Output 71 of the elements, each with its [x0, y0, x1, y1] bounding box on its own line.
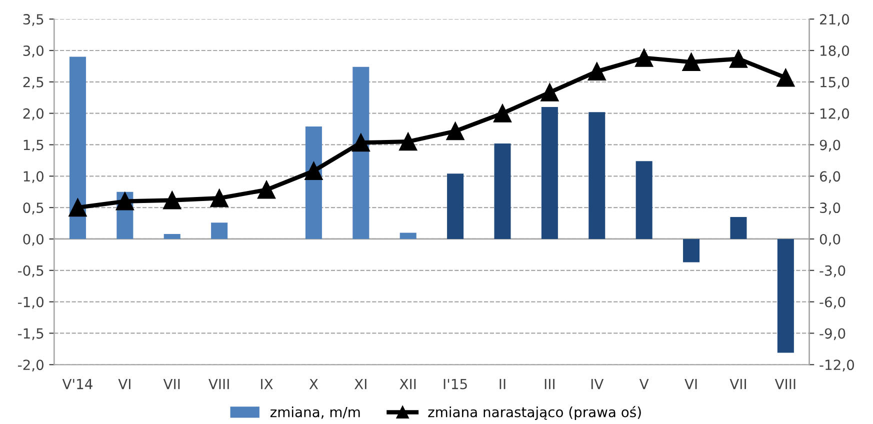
- y2-tick-label: 6,0: [820, 171, 840, 184]
- bar: [352, 66, 370, 239]
- point: [257, 180, 276, 199]
- bar: [777, 238, 794, 353]
- point: [352, 134, 370, 152]
- legend-label: zmiana, m/m: [270, 406, 360, 419]
- x-tick-label: XII: [400, 378, 416, 390]
- x-tick-label: VII: [730, 378, 746, 390]
- point: [446, 122, 464, 140]
- y-tick-label: -1,5: [18, 328, 44, 340]
- bar: [541, 107, 558, 239]
- x-tick-label: IV: [591, 378, 604, 390]
- bar: [683, 238, 700, 262]
- x-tick-label: V: [639, 378, 649, 390]
- point: [493, 104, 512, 122]
- x-tick-label: III: [544, 378, 554, 390]
- y-tick-label: -2,0: [18, 360, 44, 372]
- bar: [494, 143, 511, 239]
- x-tick-label: II: [500, 378, 506, 390]
- point: [399, 132, 418, 151]
- legend-label: zmiana narastająco (prawa oś): [428, 406, 641, 420]
- y-tick-label: -0,5: [18, 265, 44, 278]
- point: [540, 83, 559, 102]
- y-tick-label: 0,0: [23, 234, 44, 246]
- x-tick-label: VIII: [208, 378, 229, 390]
- y2-tick-label: 18,0: [820, 45, 849, 58]
- y2-tick-label: -9,0: [820, 328, 846, 340]
- point: [635, 48, 654, 67]
- y-tick-label: 3,0: [23, 45, 44, 58]
- y-tick-label: 3,5: [23, 14, 44, 26]
- x-tick-label: VIII: [774, 378, 796, 390]
- x-tick-label: I'15: [444, 378, 467, 390]
- y-tick-label: 1,0: [24, 171, 44, 184]
- y2-tick-label: -12,0: [820, 360, 854, 372]
- bar: [400, 232, 416, 239]
- bar: [447, 174, 464, 239]
- point: [588, 62, 606, 80]
- y2-tick-label: 0,0: [820, 234, 840, 246]
- y2-tick-label: 15,0: [820, 76, 849, 89]
- y-tick-label: 2,0: [23, 108, 44, 120]
- x-tick-label: IX: [261, 378, 273, 390]
- y-tick-label: 0,5: [23, 202, 44, 214]
- bar: [164, 234, 180, 239]
- bar: [69, 56, 86, 239]
- y-tick-label: 1,5: [24, 140, 44, 152]
- y2-tick-label: 9,0: [820, 140, 840, 152]
- point: [682, 52, 700, 72]
- x-tick-label: VII: [163, 378, 180, 390]
- point: [116, 192, 134, 210]
- x-tick-label: XI: [354, 378, 366, 390]
- bar: [211, 222, 228, 239]
- point: [163, 191, 182, 210]
- y2-tick-label: -6,0: [820, 296, 846, 309]
- y-tick-label: -1,0: [18, 296, 44, 309]
- point: [68, 198, 87, 217]
- x-tick-label: VI: [118, 378, 130, 390]
- y2-tick-label: 21,0: [820, 14, 849, 26]
- point: [776, 68, 795, 87]
- y2-tick-label: -3,0: [820, 265, 846, 278]
- y2-tick-label: 12,0: [820, 108, 849, 120]
- point: [304, 162, 323, 180]
- y-tick-label: 2,5: [23, 76, 44, 89]
- bar: [588, 112, 606, 239]
- x-tick-label: V'14: [62, 378, 92, 390]
- bar: [730, 216, 747, 239]
- point: [210, 189, 228, 208]
- bar: [636, 161, 652, 239]
- point: [729, 50, 748, 68]
- x-tick-label: VI: [684, 378, 697, 390]
- y2-tick-label: 3,0: [820, 202, 840, 214]
- x-tick-label: X: [309, 378, 318, 390]
